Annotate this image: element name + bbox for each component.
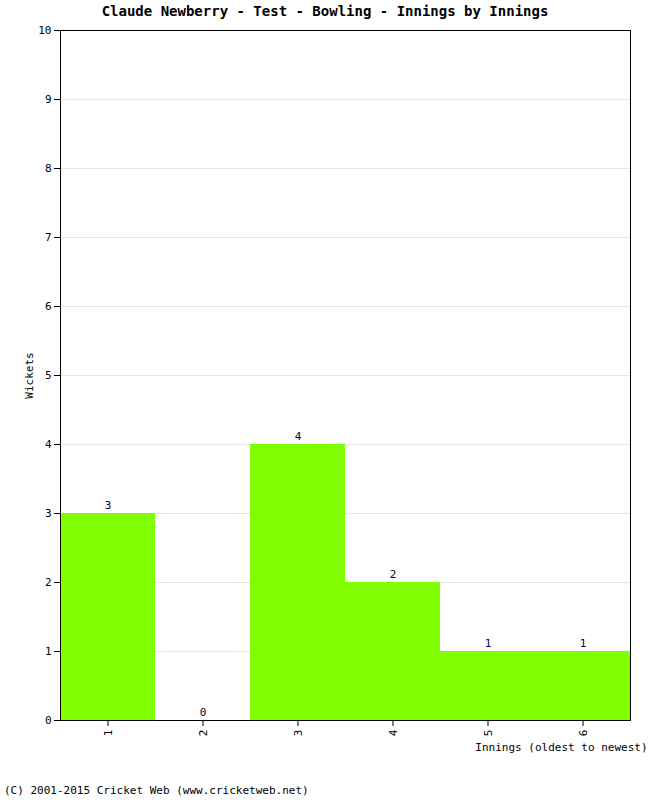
svg-text:2: 2 (390, 568, 397, 581)
svg-text:2: 2 (197, 730, 210, 737)
svg-text:4: 4 (387, 729, 400, 736)
svg-text:6: 6 (45, 300, 52, 313)
svg-text:1: 1 (45, 645, 52, 658)
svg-text:1: 1 (485, 637, 492, 650)
svg-text:3: 3 (45, 507, 52, 520)
svg-text:3: 3 (292, 730, 305, 737)
svg-text:0: 0 (45, 714, 52, 727)
svg-text:0: 0 (200, 706, 207, 719)
svg-text:4: 4 (295, 430, 302, 443)
html-text:(C) 2001-2015 Cricket Web (www: (C) 2001-2015 Cricket Web (www.cricketwe… (4, 784, 309, 797)
svg-text:5: 5 (482, 730, 495, 737)
svg-text:Innings (oldest to newest): Innings (oldest to newest) (475, 741, 647, 754)
svg-text:9: 9 (45, 93, 52, 106)
svg-text:2: 2 (45, 576, 52, 589)
svg-text:4: 4 (45, 438, 52, 451)
html-text:Claude Newberry - Test - Bowli: Claude Newberry - Test - Bowling - Innin… (101, 3, 549, 19)
svg-text:1: 1 (102, 730, 115, 737)
svg-text:3: 3 (105, 499, 112, 512)
svg-text:5: 5 (45, 369, 52, 382)
svg-text:7: 7 (45, 231, 52, 244)
svg-text:6: 6 (577, 730, 590, 737)
svg-text:Wickets: Wickets (23, 352, 36, 398)
svg-text:8: 8 (45, 162, 52, 175)
svg-text:10: 10 (38, 24, 51, 37)
svg-text:1: 1 (580, 637, 587, 650)
